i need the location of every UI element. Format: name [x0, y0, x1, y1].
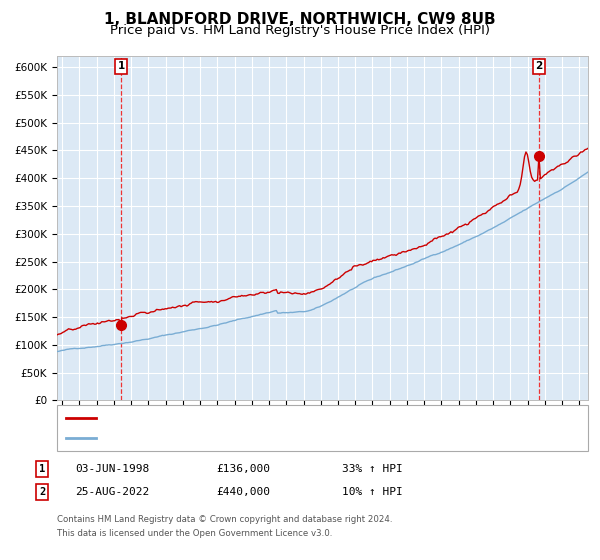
Text: 1, BLANDFORD DRIVE, NORTHWICH, CW9 8UB: 1, BLANDFORD DRIVE, NORTHWICH, CW9 8UB	[104, 12, 496, 27]
Text: 33% ↑ HPI: 33% ↑ HPI	[342, 464, 403, 474]
Text: HPI: Average price, detached house, Cheshire West and Chester: HPI: Average price, detached house, Ches…	[103, 433, 438, 443]
Text: £440,000: £440,000	[216, 487, 270, 497]
Text: 2: 2	[39, 487, 45, 497]
Text: 1: 1	[118, 61, 125, 71]
Text: This data is licensed under the Open Government Licence v3.0.: This data is licensed under the Open Gov…	[57, 529, 332, 538]
Text: 1, BLANDFORD DRIVE, NORTHWICH, CW9 8UB (detached house): 1, BLANDFORD DRIVE, NORTHWICH, CW9 8UB (…	[103, 413, 439, 423]
Text: 1: 1	[39, 464, 45, 474]
Text: Contains HM Land Registry data © Crown copyright and database right 2024.: Contains HM Land Registry data © Crown c…	[57, 515, 392, 524]
Text: 2: 2	[535, 61, 542, 71]
Text: 10% ↑ HPI: 10% ↑ HPI	[342, 487, 403, 497]
Text: Price paid vs. HM Land Registry's House Price Index (HPI): Price paid vs. HM Land Registry's House …	[110, 24, 490, 36]
Text: 25-AUG-2022: 25-AUG-2022	[75, 487, 149, 497]
Text: 03-JUN-1998: 03-JUN-1998	[75, 464, 149, 474]
Text: £136,000: £136,000	[216, 464, 270, 474]
